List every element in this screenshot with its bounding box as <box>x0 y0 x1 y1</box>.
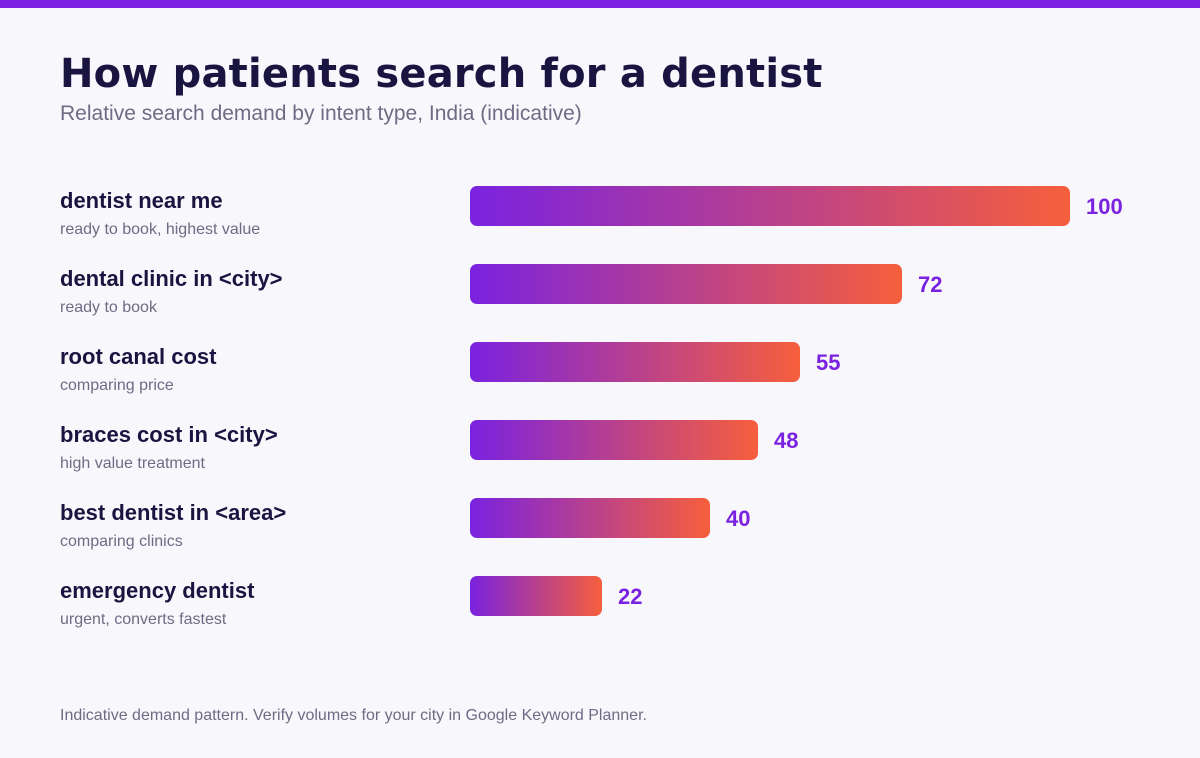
bar <box>470 498 710 538</box>
category-description: comparing clinics <box>60 533 183 550</box>
bar <box>470 342 800 382</box>
bar-value-label: 40 <box>726 506 751 531</box>
category-description: high value treatment <box>60 455 205 472</box>
bar <box>470 264 902 304</box>
category-label: braces cost in <city> <box>60 422 278 447</box>
chart-title: How patients search for a dentist <box>60 51 823 97</box>
bar-value-label: 100 <box>1086 194 1123 219</box>
category-description: urgent, converts fastest <box>60 611 227 628</box>
bar <box>470 576 602 616</box>
category-label: emergency dentist <box>60 578 255 603</box>
category-label: root canal cost <box>60 344 217 369</box>
bar-value-label: 55 <box>816 350 841 375</box>
category-label: dentist near me <box>60 188 223 213</box>
bar-value-label: 22 <box>618 584 643 609</box>
category-label: best dentist in <area> <box>60 500 287 525</box>
top-accent-bar <box>0 0 1200 8</box>
category-description: ready to book <box>60 299 157 316</box>
bar-value-label: 72 <box>918 272 943 297</box>
category-label: dental clinic in <city> <box>60 266 283 291</box>
footnote: Indicative demand pattern. Verify volume… <box>60 707 647 724</box>
category-description: comparing price <box>60 377 174 394</box>
bar <box>470 186 1070 226</box>
bar-value-label: 48 <box>774 428 799 453</box>
category-description: ready to book, highest value <box>60 221 261 238</box>
bar <box>470 420 758 460</box>
chart-subtitle: Relative search demand by intent type, I… <box>60 102 582 125</box>
